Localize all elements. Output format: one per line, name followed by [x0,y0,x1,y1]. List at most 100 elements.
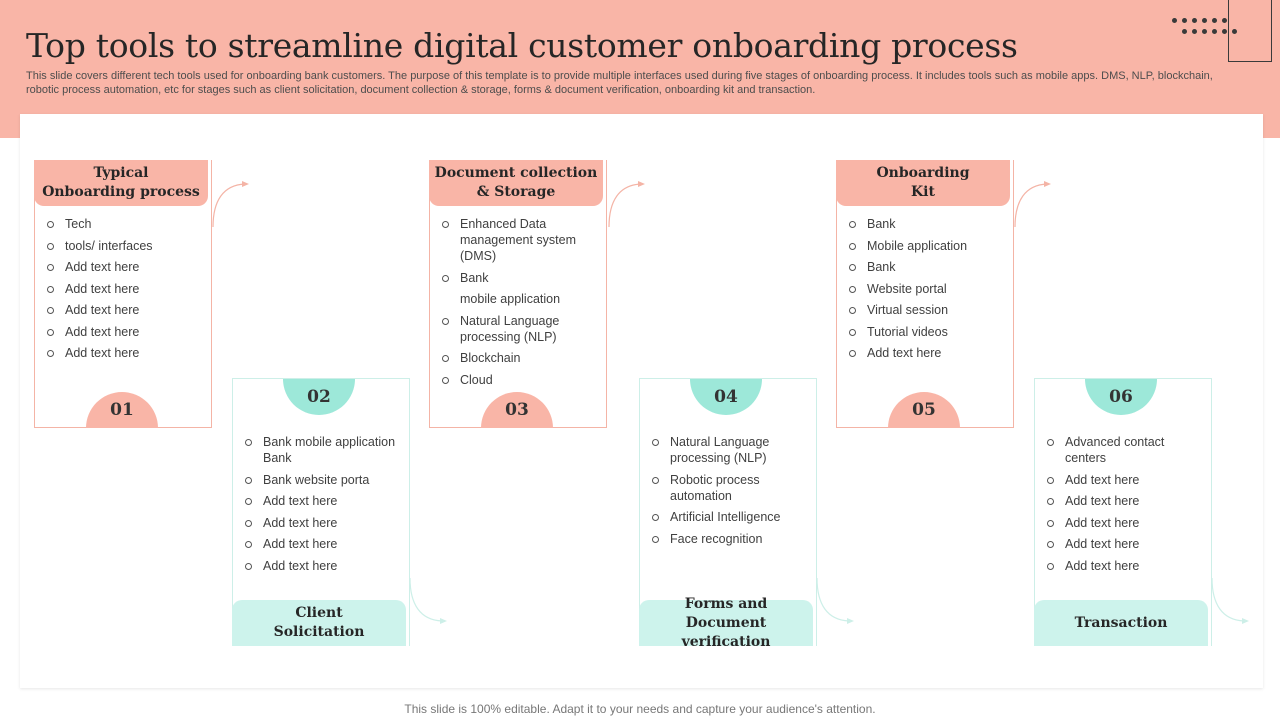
list-item: tools/ interfaces [47,238,202,254]
list-item: Add text here [1047,558,1202,574]
list-item: Bank [849,216,1004,232]
bullet-icon [47,221,54,228]
list-item: Add text here [245,493,400,509]
list-item: mobile application [460,292,561,306]
bullet-icon [849,328,856,336]
page-subtitle: This slide covers different tech tools u… [26,70,1213,96]
stage-list-01: Tech tools/ interfaces Add text here Add… [47,216,202,367]
list-item: Robotic process automation [652,472,807,504]
list-item: Add text here [47,281,202,297]
list-item: Bank [849,259,1004,275]
bullet-icon [245,541,252,548]
stage-list-05: Bank Mobile application Bank Website por… [849,216,1004,367]
bullet-icon [849,350,856,357]
list-item: Add text here [1047,515,1202,531]
list-item: Advanced contact centers [1047,434,1202,466]
bullet-icon [652,439,659,446]
list-item: Bank website porta [245,472,400,488]
list-item: Add text here [1047,493,1202,509]
list-item: Tech [47,216,202,232]
stage-label-05: Onboarding Kit [836,160,1010,206]
bullet-icon [245,498,252,505]
stage-label-03: Document collection & Storage [429,160,603,206]
list-item: Add text here [47,324,202,340]
bullet-icon [1047,541,1054,548]
decorative-dots [1170,15,1237,37]
list-item: Natural Language processing (NLP) [442,313,597,345]
bullet-icon [245,562,252,570]
bullet-icon [442,274,449,282]
list-item: Add text here [849,345,1004,361]
bullet-icon [652,514,659,521]
bullet-icon [245,439,252,446]
bullet-icon [47,242,54,250]
list-item: Enhanced Data management system (DMS) [442,216,597,264]
list-item: Blockchain [442,350,597,366]
list-item: Virtual session [849,302,1004,318]
list-item: Cloud [442,372,597,388]
bullet-icon [849,221,856,228]
bullet-icon [442,376,449,384]
list-item: Bank mobile application Bank [245,434,400,466]
stage-card-02: 02 Bank mobile application Bank Bank web… [232,378,410,646]
bullet-icon [1047,519,1054,527]
bullet-icon [849,285,856,293]
connector-arrow-icon [1211,577,1249,624]
bullet-icon [47,307,54,314]
bullet-icon [1047,498,1054,505]
list-item: Add text here [245,536,400,552]
bullet-icon [1047,562,1054,570]
bullet-icon [1047,476,1054,484]
bullet-icon [47,328,54,336]
stage-card-04: 04 Natural Language processing (NLP) Rob… [639,378,817,650]
list-item: Add text here [1047,536,1202,552]
bullet-icon [652,476,659,484]
footer-note: This slide is 100% editable. Adapt it to… [404,702,876,716]
bullet-icon [442,355,449,362]
list-item: Add text here [1047,472,1202,488]
stage-label-06: Transaction [1034,600,1208,646]
stage-list-02: Bank mobile application Bank Bank websit… [245,434,400,579]
list-item: Bank [442,270,597,286]
stage-list-03: Enhanced Data management system (DMS) Ba… [442,216,597,393]
list-item: Face recognition [652,531,807,547]
stage-card-01: Typical Onboarding process Tech tools/ i… [34,160,212,428]
stage-list-04: Natural Language processing (NLP) Roboti… [652,434,807,552]
stage-card-05: Onboarding Kit Bank Mobile application B… [836,160,1014,428]
bullet-icon [47,350,54,357]
list-item: Add text here [47,259,202,275]
bullet-icon [652,535,659,543]
stage-label-01: Typical Onboarding process [34,160,208,206]
bullet-icon [245,519,252,527]
list-item: Tutorial videos [849,324,1004,340]
bullet-icon [47,264,54,271]
list-item: Artificial Intelligence [652,509,807,525]
list-item: Add text here [245,558,400,574]
bullet-icon [442,317,449,325]
stage-label-04: Forms and Document verification [639,596,813,650]
connector-arrow-icon [212,181,249,228]
list-item: Add text here [245,515,400,531]
decorative-frame [1228,0,1272,62]
list-item: Natural Language processing (NLP) [652,434,807,466]
connector-arrow-icon [608,181,645,228]
stage-card-03: Document collection & Storage Enhanced D… [429,160,607,428]
list-item: Add text here [47,345,202,361]
connector-arrow-icon [409,577,447,624]
bullet-icon [442,221,449,228]
stage-card-06: 06 Advanced contact centers Add text her… [1034,378,1212,646]
stage-list-06: Advanced contact centers Add text here A… [1047,434,1202,579]
list-item: Add text here [47,302,202,318]
list-item: Mobile application [849,238,1004,254]
stage-label-02: Client Solicitation [232,600,406,646]
bullet-icon [849,264,856,271]
list-item: Website portal [849,281,1004,297]
page-title: Top tools to streamline digital customer… [26,26,1018,65]
bullet-icon [245,476,252,484]
connector-arrow-icon [816,577,854,624]
bullet-icon [849,242,856,250]
bullet-icon [849,307,856,314]
connector-arrow-icon [1014,181,1051,228]
bullet-icon [47,285,54,293]
bullet-icon [1047,439,1054,446]
